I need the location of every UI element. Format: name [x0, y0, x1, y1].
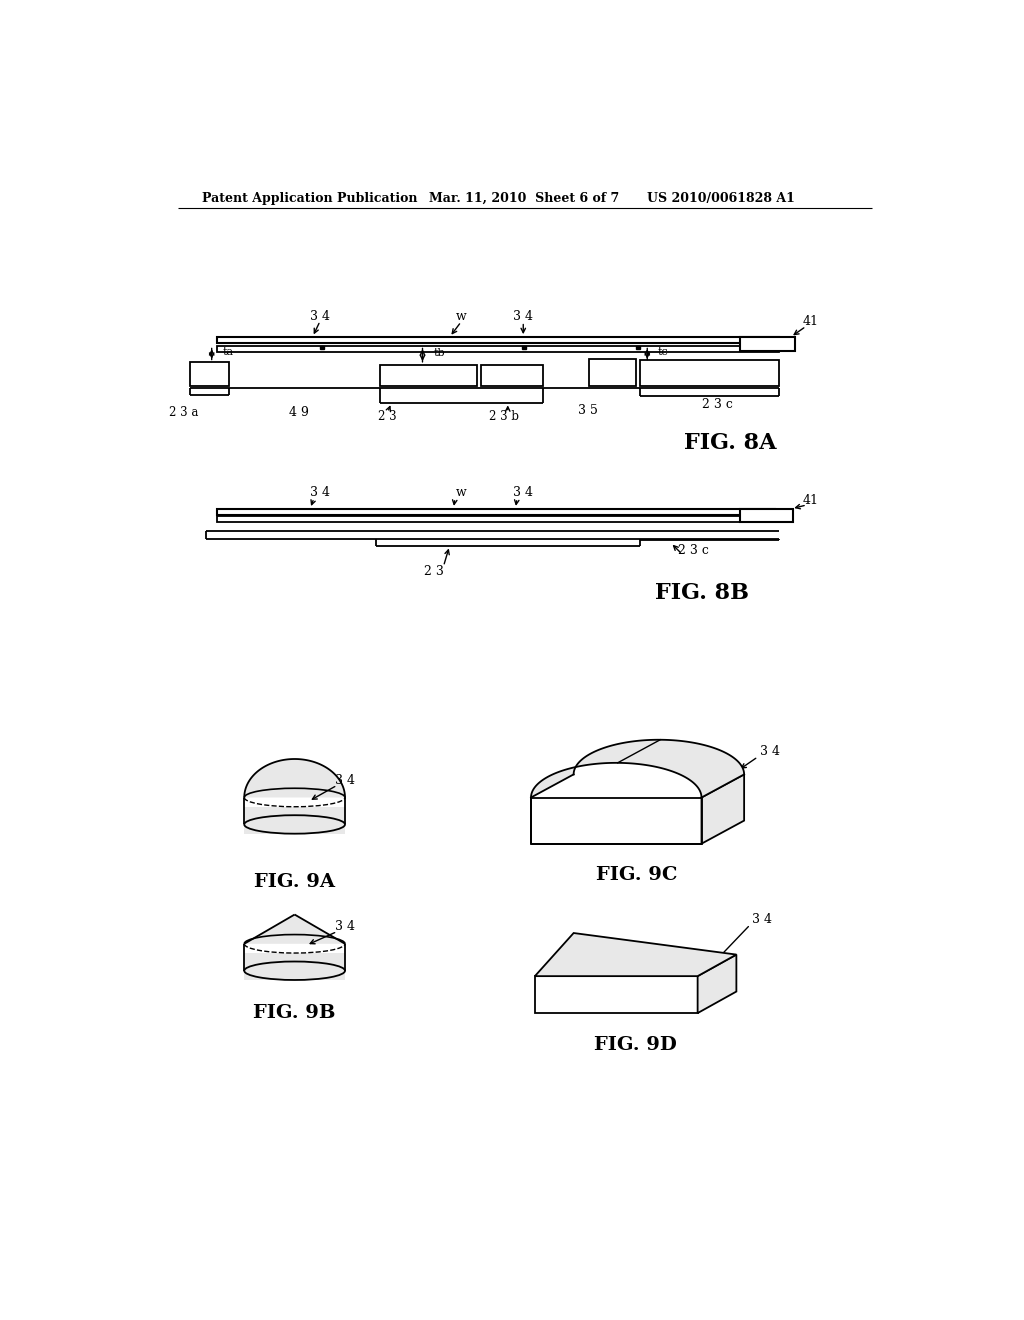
- Text: ta: ta: [222, 347, 233, 358]
- Text: US 2010/0061828 A1: US 2010/0061828 A1: [647, 191, 795, 205]
- Bar: [217, 346, 779, 352]
- Ellipse shape: [245, 961, 345, 979]
- Text: FIG. 9A: FIG. 9A: [254, 874, 335, 891]
- Text: 2 3: 2 3: [378, 409, 397, 422]
- Polygon shape: [531, 797, 701, 843]
- Text: 2 3 a: 2 3 a: [169, 407, 199, 418]
- Text: FIG. 8B: FIG. 8B: [655, 582, 749, 603]
- Text: tc: tc: [658, 347, 669, 358]
- Polygon shape: [535, 977, 697, 1014]
- Bar: [521, 346, 525, 350]
- Bar: [740, 337, 795, 351]
- Text: FIG. 9C: FIG. 9C: [596, 866, 678, 883]
- Text: 3 5: 3 5: [578, 404, 598, 417]
- Bar: [190, 363, 228, 385]
- Text: 3 4: 3 4: [310, 310, 330, 323]
- Bar: [589, 359, 636, 385]
- Text: 3 4: 3 4: [513, 486, 534, 499]
- Bar: [640, 360, 779, 385]
- Polygon shape: [535, 933, 736, 977]
- Bar: [245, 953, 345, 979]
- Text: 3 4: 3 4: [310, 486, 330, 499]
- Text: w: w: [456, 486, 467, 499]
- Text: 2 3 c: 2 3 c: [701, 399, 732, 412]
- Bar: [217, 508, 775, 515]
- Text: 4 9: 4 9: [289, 407, 308, 418]
- Text: tb: tb: [433, 348, 445, 358]
- Bar: [217, 516, 775, 521]
- Text: 3 4: 3 4: [513, 310, 534, 323]
- Text: 3 4: 3 4: [335, 920, 355, 933]
- Text: 41: 41: [802, 494, 818, 507]
- Bar: [740, 508, 793, 521]
- Text: 2 3 b: 2 3 b: [488, 409, 519, 422]
- Text: 2 3: 2 3: [424, 565, 444, 578]
- Text: 41: 41: [802, 315, 818, 329]
- Text: 3 4: 3 4: [760, 744, 779, 758]
- Text: 2 3 c: 2 3 c: [678, 544, 710, 557]
- Bar: [636, 346, 640, 350]
- Text: Mar. 11, 2010  Sheet 6 of 7: Mar. 11, 2010 Sheet 6 of 7: [429, 191, 618, 205]
- Polygon shape: [245, 759, 345, 797]
- Text: w: w: [456, 310, 467, 323]
- Bar: [321, 346, 324, 350]
- Polygon shape: [245, 915, 345, 944]
- Bar: [217, 337, 779, 343]
- Ellipse shape: [245, 816, 345, 834]
- Polygon shape: [701, 775, 744, 843]
- Bar: [245, 807, 345, 834]
- Text: Patent Application Publication: Patent Application Publication: [202, 191, 417, 205]
- Polygon shape: [531, 739, 744, 797]
- Text: 3 4: 3 4: [752, 912, 772, 925]
- Polygon shape: [697, 954, 736, 1014]
- Text: FIG. 9D: FIG. 9D: [594, 1036, 677, 1055]
- Bar: [480, 364, 543, 385]
- Text: FIG. 8A: FIG. 8A: [684, 433, 777, 454]
- Text: FIG. 9B: FIG. 9B: [253, 1005, 336, 1022]
- Bar: [380, 364, 477, 385]
- Text: 3 4: 3 4: [335, 774, 355, 787]
